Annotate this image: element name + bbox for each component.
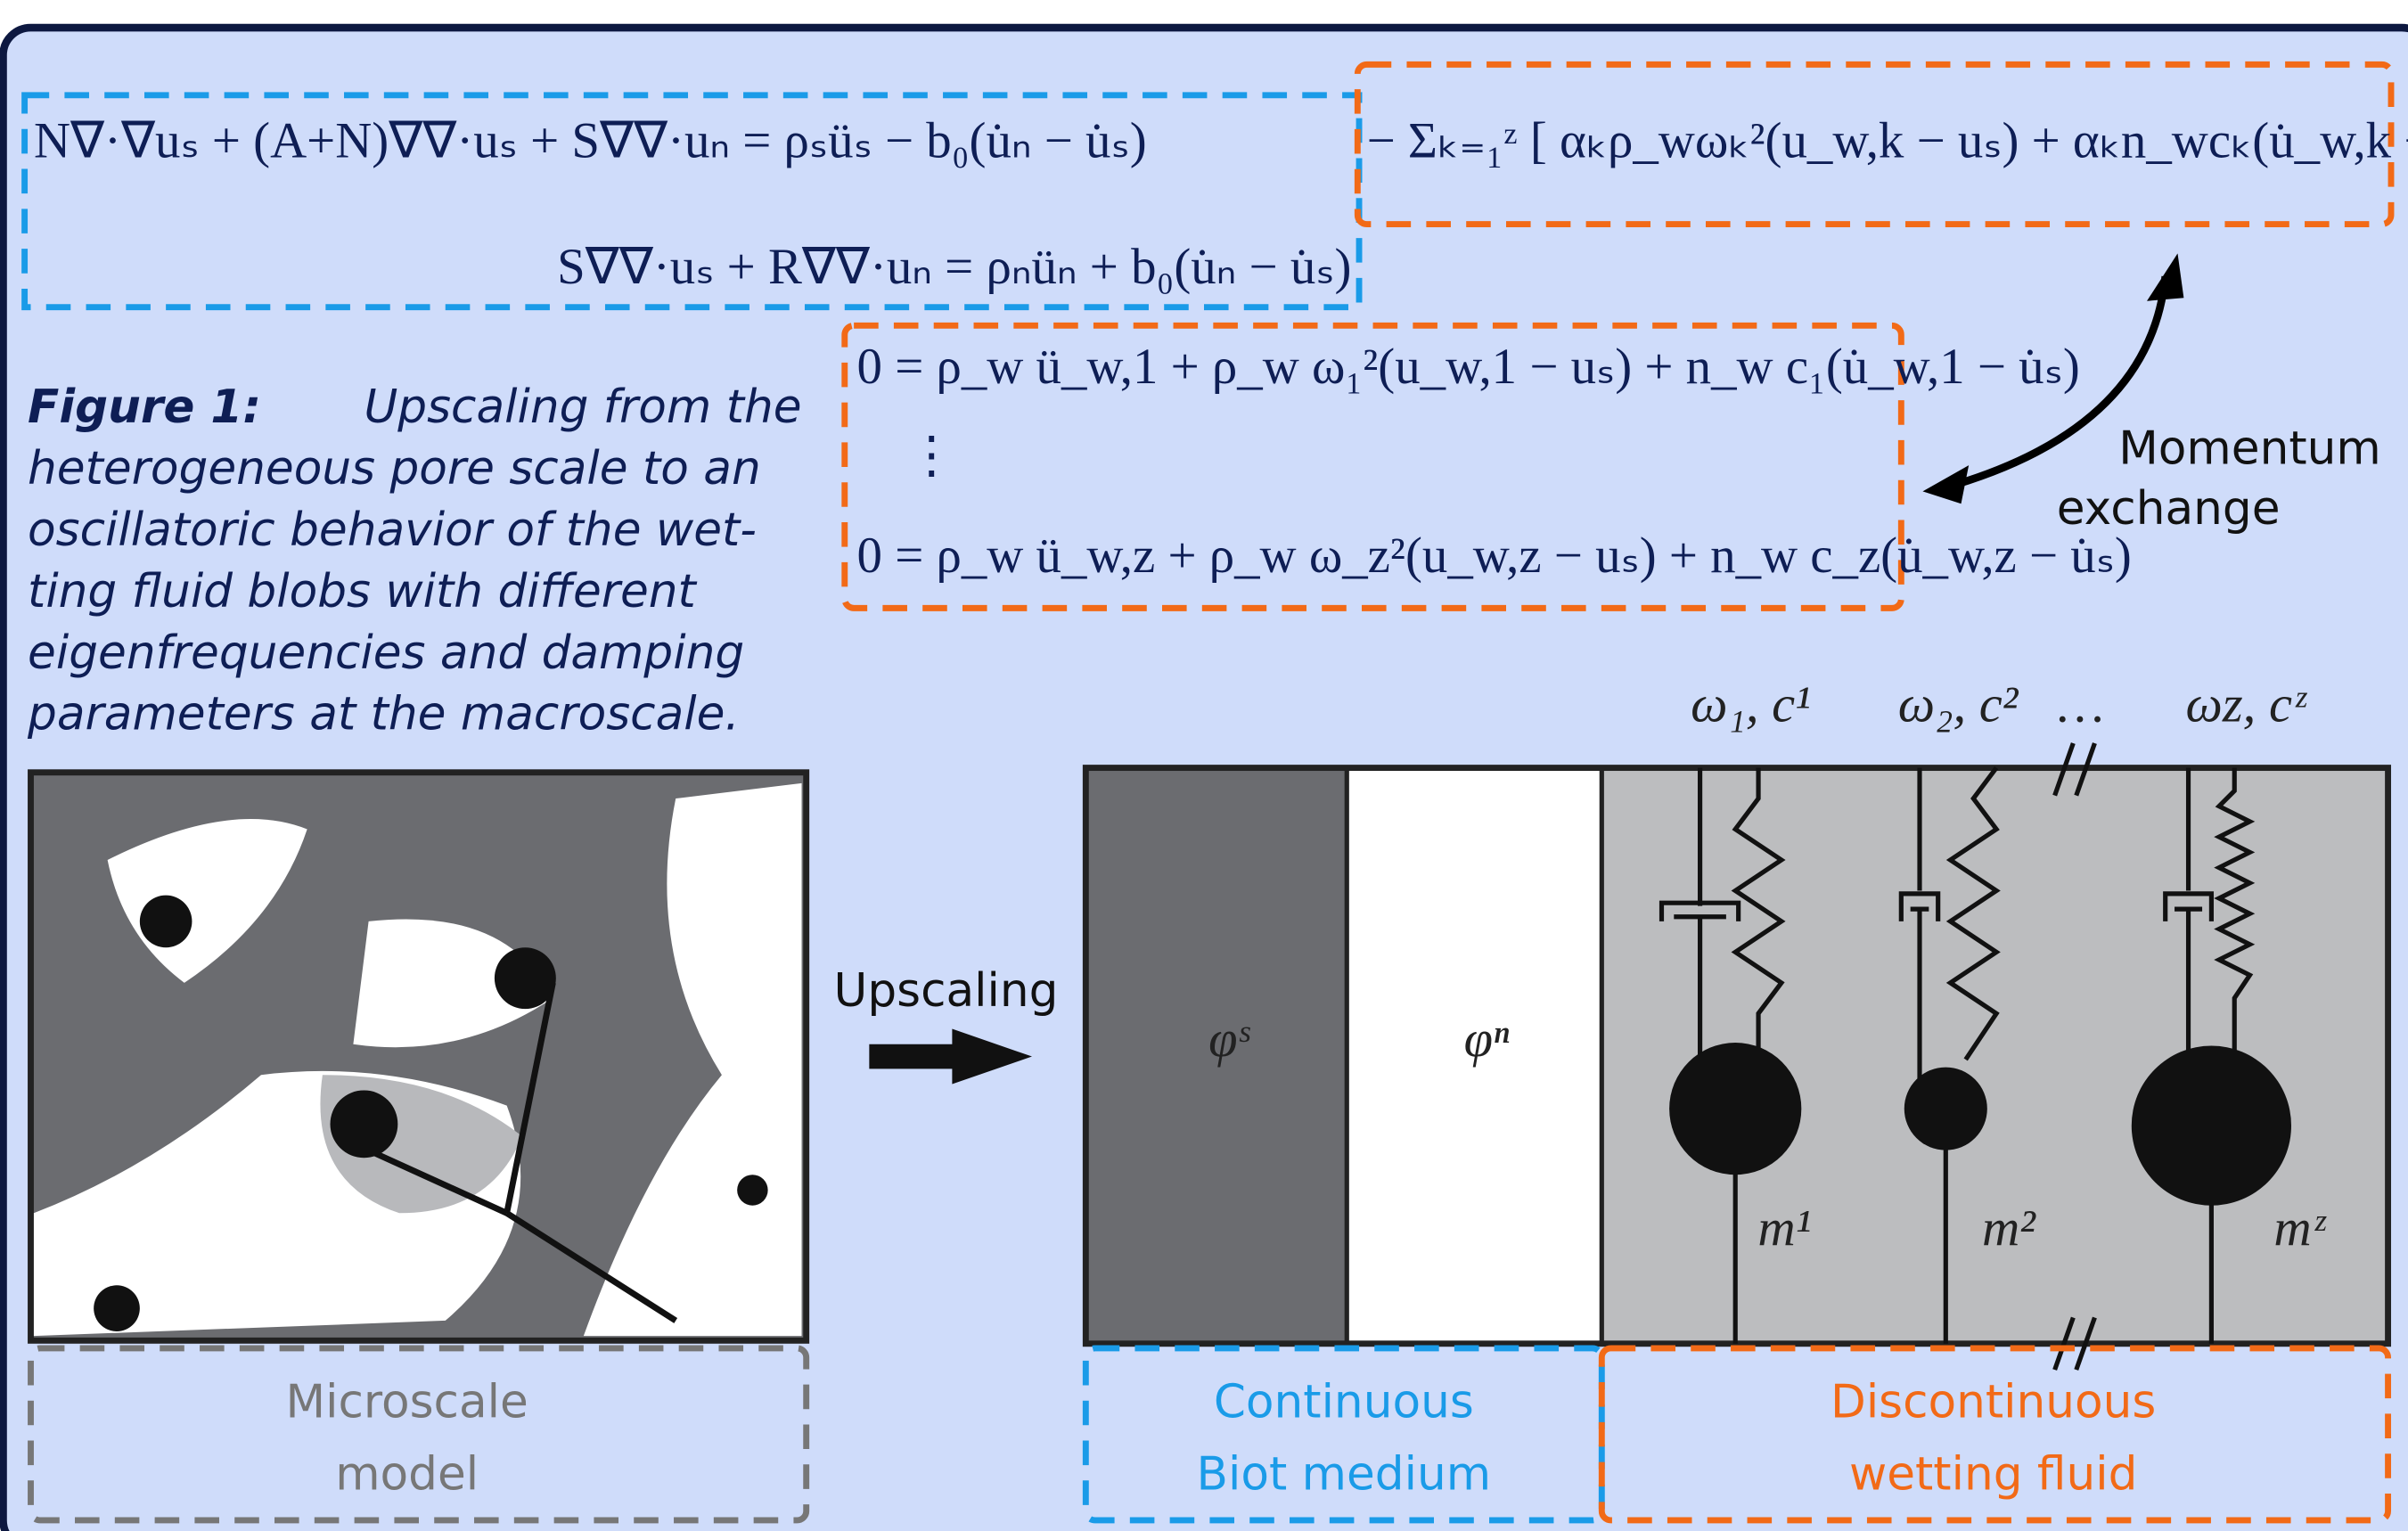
mass-label: m²	[1982, 1199, 2036, 1257]
continuous-label: Biot medium	[1197, 1448, 1492, 1502]
mass-label: mᶻ	[2273, 1199, 2327, 1257]
caption-line: oscillatoric behavior of the wet-	[28, 504, 757, 557]
discontinuous-label: wetting fluid	[1849, 1448, 2137, 1502]
equation: 0 = ρ_w ü_w,1 + ρ_w ω₁²(u_w,1 − uₛ) + n_…	[857, 339, 2080, 395]
momentum-label: exchange	[2057, 482, 2281, 536]
phase-label: φⁿ	[1464, 1010, 1510, 1068]
discontinuous-label: Discontinuous	[1831, 1376, 2156, 1429]
oscillator-params: ω₁, c¹	[1691, 675, 1811, 733]
caption-line: Upscaling from the	[364, 381, 801, 434]
macroscale-model	[1085, 743, 2388, 1370]
momentum-label: Momentum	[2118, 422, 2381, 476]
caption-line: heterogeneous pore scale to an	[28, 442, 761, 495]
microscale-label: Microscale	[286, 1376, 528, 1429]
equation: S∇∇·uₛ + R∇∇·uₙ = ρₙüₙ + b₀(u̇ₙ − u̇ₛ)	[557, 239, 1351, 295]
phase-label: φˢ	[1208, 1010, 1250, 1068]
page: {"equations": { "biot_solid": "N∇·∇uₛ + …	[0, 0, 2408, 1531]
params-dots: …	[2058, 675, 2104, 733]
caption-line: parameters at the macroscale.	[27, 688, 740, 741]
upscaling-label: Upscaling	[834, 964, 1059, 1018]
continuous-label: Continuous	[1214, 1376, 1474, 1429]
microscale-label: model	[335, 1448, 479, 1502]
equation: N∇·∇uₛ + (A+N)∇∇·uₛ + S∇∇·uₙ = ρₛüₛ − b₀…	[34, 113, 1147, 169]
equation: − Σₖ₌₁ᶻ [ αₖρ_wωₖ²(u_w,k − uₛ) + αₖn_wcₖ…	[1367, 113, 2408, 169]
oscillator-params: ω₂, c²	[1898, 675, 2019, 733]
equation: ⋮	[906, 428, 957, 484]
equation: 0 = ρ_w ü_w,z + ρ_w ω_z²(u_w,z − uₛ) + n…	[857, 528, 2132, 584]
figure: N∇·∇uₛ + (A+N)∇∇·uₛ + S∇∇·uₙ = ρₛüₛ − b₀…	[0, 0, 2408, 1531]
microscale-picture	[30, 773, 806, 1341]
caption-label: Figure 1:	[28, 381, 261, 434]
caption-line: ting fluid blobs with different	[28, 565, 698, 618]
mass-label: m¹	[1757, 1199, 1811, 1257]
oscillator-params: ωz, cᶻ	[2186, 675, 2308, 733]
caption-line: eigenfrequencies and damping	[28, 626, 744, 680]
